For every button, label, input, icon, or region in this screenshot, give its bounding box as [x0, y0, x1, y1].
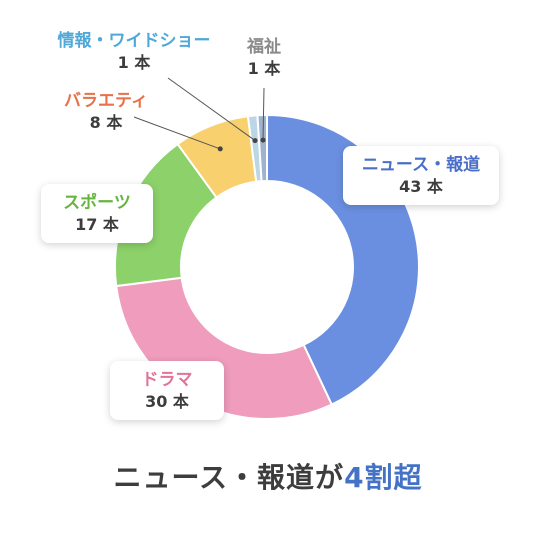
slice-label-welfare-name: 福祉 [247, 37, 281, 57]
leader-variety-dot [217, 146, 223, 152]
chart-headline-prefix: ニュース・報道が [113, 461, 345, 494]
slice-label-drama-name: ドラマ [141, 370, 193, 390]
slice-label-drama-value: 30 本 [145, 392, 189, 411]
slice-label-news: ニュース・報道 43 本 [343, 146, 499, 205]
leader-welfare [262, 87, 265, 141]
slice-label-drama: ドラマ 30 本 [110, 361, 224, 420]
slice-label-sports-value: 17 本 [75, 215, 119, 234]
slice-label-welfare-value: 1 本 [247, 59, 281, 78]
slice-label-variety-value: 8 本 [89, 113, 123, 132]
chart-headline: ニュース・報道が4割超 [0, 456, 536, 496]
slice-welfare [256, 113, 268, 183]
slice-label-info-wideshow: 情報・ワイドショー 1 本 [36, 30, 232, 74]
slice-label-sports: スポーツ 17 本 [41, 184, 153, 243]
label-leader-lines [133, 77, 266, 152]
leader-info-wideshow [167, 77, 256, 141]
slice-label-info-wideshow-name: 情報・ワイドショー [57, 31, 211, 51]
leader-info-wideshow-dot [252, 138, 258, 144]
slice-label-news-name: ニュース・報道 [361, 155, 481, 175]
slice-label-variety-name: バラエティ [64, 91, 148, 111]
slice-label-welfare: 福祉 1 本 [234, 36, 294, 80]
chart-headline-accent: 4割超 [344, 461, 423, 494]
slice-label-variety: バラエティ 8 本 [48, 90, 164, 134]
slice-label-sports-name: スポーツ [63, 193, 131, 213]
slice-label-news-value: 43 本 [399, 177, 443, 196]
slice-label-info-wideshow-value: 1 本 [117, 53, 151, 72]
leader-variety [133, 116, 221, 150]
leader-welfare-dot [260, 137, 266, 143]
